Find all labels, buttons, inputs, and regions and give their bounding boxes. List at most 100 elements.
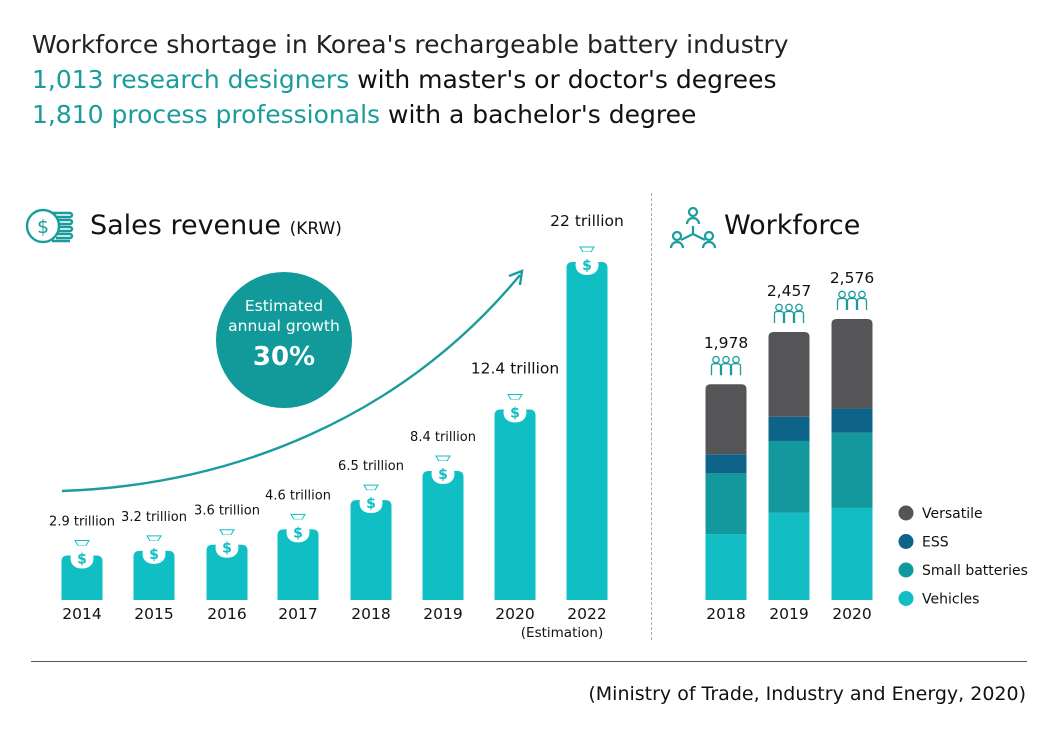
sales-year-label: 2022	[567, 605, 606, 623]
money-bag-knot	[507, 393, 523, 400]
growth-badge-label-line2: annual growth	[228, 317, 340, 335]
sales-bar	[61, 555, 103, 600]
section-divider	[651, 193, 652, 640]
sales-year-label: 2016	[207, 605, 246, 623]
person-icon	[793, 303, 805, 323]
workforce-year-label: 2020	[832, 605, 871, 623]
person-icon	[730, 355, 742, 376]
headline-line-2: 1,013 research designers with master's o…	[32, 63, 776, 97]
money-bag-dollar: $	[149, 547, 159, 563]
workforce-segment-vehicles	[705, 534, 747, 600]
sales-bar	[566, 262, 608, 600]
person-head	[838, 290, 846, 299]
person-icon	[720, 355, 732, 376]
person-head	[858, 290, 866, 299]
person-head	[775, 303, 783, 312]
person-head	[785, 303, 793, 312]
money-bag-body	[215, 534, 239, 558]
person-body	[846, 297, 858, 310]
workforce-total-label: 2,457	[767, 282, 811, 300]
workforce-segment-small-batteries	[831, 432, 873, 508]
money-bag-knot	[219, 529, 235, 536]
person-icon	[710, 355, 722, 376]
money-bag-body	[70, 545, 94, 569]
legend-label: Versatile	[922, 506, 983, 522]
money-bag-body	[503, 399, 527, 423]
person-icon	[846, 290, 858, 310]
legend-label: Small batteries	[922, 563, 1028, 579]
sales-bar	[206, 544, 248, 600]
sales-value-label: 6.5 trillion	[338, 459, 404, 474]
workforce-year-label: 2019	[769, 605, 808, 623]
person-head	[732, 355, 740, 364]
person-body	[710, 363, 722, 376]
coins-icon: $	[24, 206, 76, 250]
money-bag-dollar: $	[582, 258, 592, 274]
headline-line-3: 1,810 process professionals with a bache…	[32, 98, 696, 132]
sales-value-label: 2.9 trillion	[49, 514, 115, 529]
legend-label: Vehicles	[922, 592, 979, 608]
person-body	[773, 310, 785, 323]
workforce-segment-small-batteries	[705, 473, 747, 535]
money-bag-dollar: $	[438, 467, 448, 483]
legend-swatch	[898, 534, 914, 549]
sales-year-label: 2020	[495, 605, 534, 623]
headline-text: Workforce shortage in Korea's rechargeab…	[32, 30, 789, 59]
sales-value-label: 12.4 trillion	[471, 359, 559, 377]
sales-bars-group: $2.9 trillion 2014 $3.2 trillion 2015 $3.6 t…	[49, 212, 624, 641]
sales-bar	[277, 529, 319, 600]
growth-badge-label-line1: Estimated	[244, 297, 324, 315]
person-icon	[783, 303, 795, 323]
sales-year-label: 2014	[62, 605, 101, 623]
money-bag-body	[359, 490, 383, 514]
headline-rest-researchers: with master's or doctor's degrees	[349, 65, 777, 94]
sales-value-label: 3.6 trillion	[194, 504, 260, 519]
money-bag-dollar: $	[293, 525, 303, 541]
person-head	[722, 355, 730, 364]
growth-curve-arrow	[61, 274, 521, 493]
workforce-segment-vehicles	[768, 512, 810, 600]
workforce-title: Workforce	[724, 210, 860, 241]
money-bag-icon: $	[359, 484, 383, 514]
sales-revenue-title: Sales revenue (KRW)	[90, 210, 342, 241]
sales-revenue-title-text: Sales revenue	[90, 210, 281, 241]
headline-highlight-professionals: 1,810 process professionals	[32, 100, 381, 129]
person-body	[730, 363, 742, 376]
sales-value-label: 4.6 trillion	[265, 488, 331, 503]
sales-year-label: 2017	[278, 605, 317, 623]
workforce-segment-vehicles	[831, 507, 873, 600]
workforce-segment-ess	[831, 408, 873, 433]
money-bag-body	[431, 460, 455, 484]
money-bag-knot	[290, 513, 306, 520]
person-head	[712, 355, 720, 364]
workforce-segment-versatile	[768, 331, 810, 417]
person-body	[856, 297, 868, 310]
workforce-title-text: Workforce	[724, 210, 861, 241]
money-bag-body	[142, 540, 166, 564]
money-bag-dollar: $	[510, 405, 520, 421]
money-bag-body	[286, 519, 310, 543]
money-bag-knot	[435, 455, 451, 462]
workforce-segment-small-batteries	[768, 440, 810, 513]
money-bag-dollar: $	[77, 551, 87, 567]
legend-swatch	[898, 591, 914, 606]
money-bag-knot	[74, 539, 90, 546]
sales-year-note: (Estimation)	[521, 625, 603, 641]
sales-bar	[494, 409, 536, 600]
money-bag-dollar: $	[222, 541, 232, 557]
person-icon	[836, 290, 848, 310]
person-body	[793, 310, 805, 323]
workforce-bars-group: 1,978 2018 2,457 2019 2,576 2020	[704, 269, 874, 623]
person-body	[836, 297, 848, 310]
workforce-total-label: 2,576	[830, 269, 874, 287]
people-network-icon	[668, 205, 718, 255]
sales-value-label: 3.2 trillion	[121, 510, 187, 525]
sales-value-label: 22 trillion	[550, 212, 624, 230]
money-bag-icon: $	[503, 393, 527, 423]
sales-year-label: 2018	[351, 605, 390, 623]
svg-text:$: $	[37, 216, 49, 238]
money-bag-icon: $	[215, 529, 239, 558]
money-bag-icon: $	[575, 246, 599, 275]
sales-revenue-unit: (KRW)	[289, 219, 342, 239]
money-bag-icon: $	[142, 535, 166, 564]
